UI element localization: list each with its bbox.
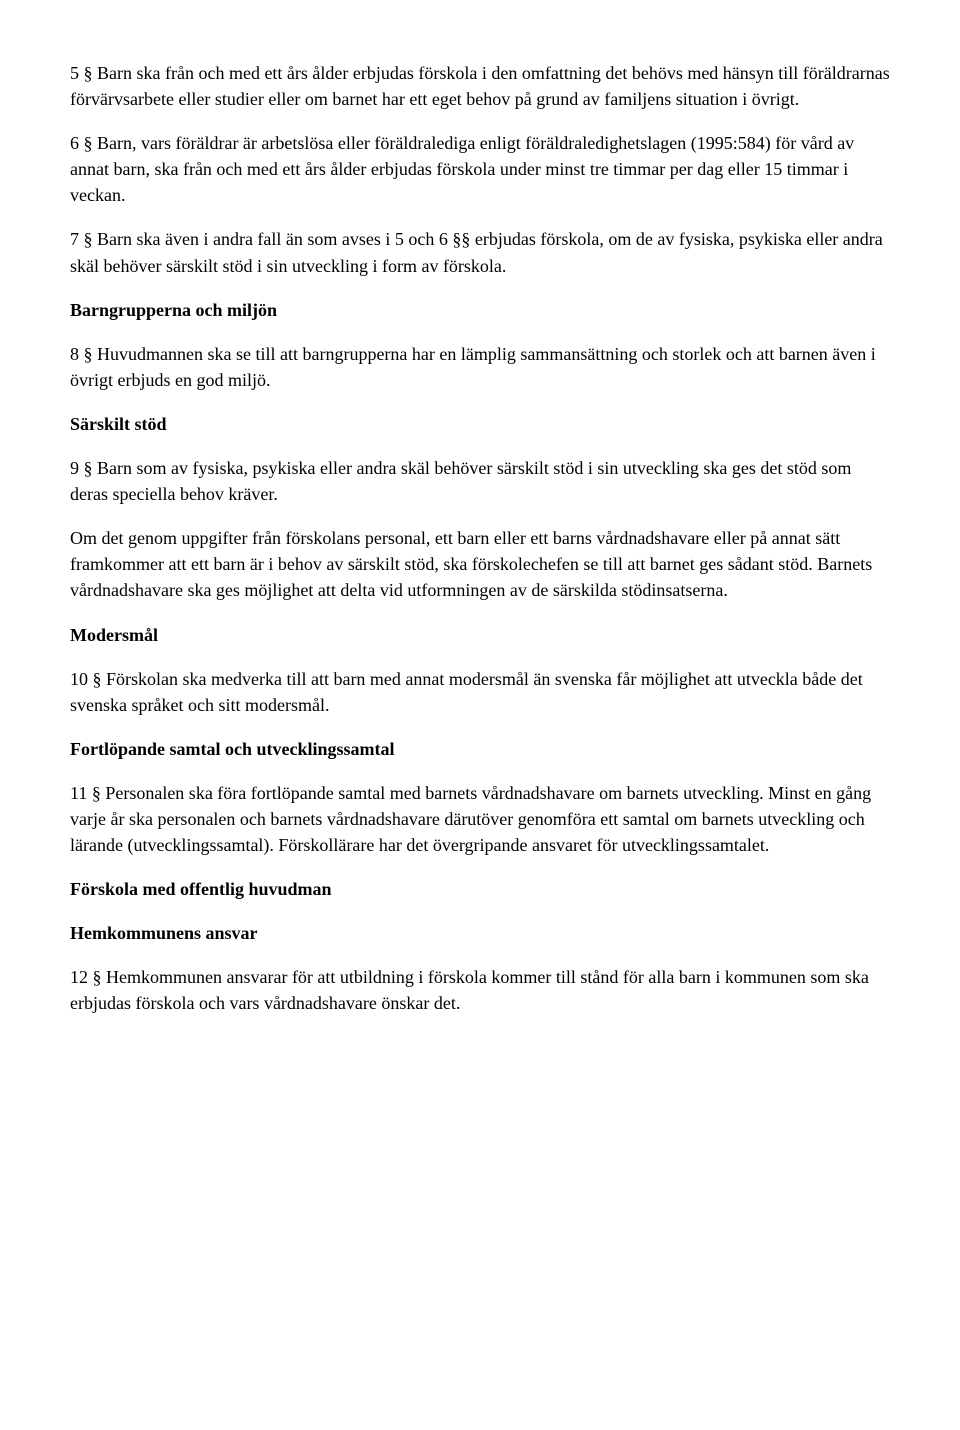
paragraph-11: 11 § Personalen ska föra fortlöpande sam…: [70, 780, 890, 858]
heading-fortlopande: Fortlöpande samtal och utvecklingssamtal: [70, 736, 890, 762]
heading-modersmal: Modersmål: [70, 622, 890, 648]
paragraph-7: 7 § Barn ska även i andra fall än som av…: [70, 226, 890, 278]
paragraph-10: 10 § Förskolan ska medverka till att bar…: [70, 666, 890, 718]
paragraph-5: 5 § Barn ska från och med ett års ålder …: [70, 60, 890, 112]
paragraph-8: 8 § Huvudmannen ska se till att barngrup…: [70, 341, 890, 393]
paragraph-12: 12 § Hemkommunen ansvarar för att utbild…: [70, 964, 890, 1016]
paragraph-6: 6 § Barn, vars föräldrar är arbetslösa e…: [70, 130, 890, 208]
heading-sarskilt-stod: Särskilt stöd: [70, 411, 890, 437]
paragraph-9: 9 § Barn som av fysiska, psykiska eller …: [70, 455, 890, 507]
heading-barngrupper: Barngrupperna och miljön: [70, 297, 890, 323]
heading-offentlig-huvudman: Förskola med offentlig huvudman: [70, 876, 890, 902]
paragraph-9b: Om det genom uppgifter från förskolans p…: [70, 525, 890, 603]
heading-hemkommunens-ansvar: Hemkommunens ansvar: [70, 920, 890, 946]
